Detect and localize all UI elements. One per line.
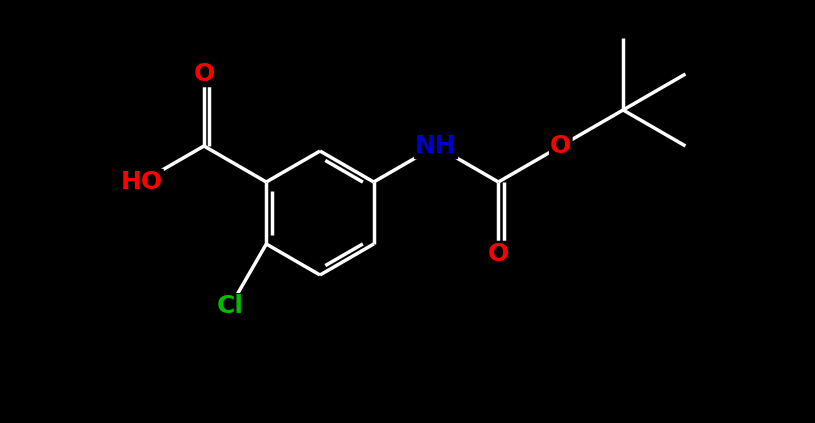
Text: HO: HO <box>121 170 163 194</box>
Text: O: O <box>550 134 571 158</box>
Text: O: O <box>487 242 509 266</box>
Text: Cl: Cl <box>217 294 244 319</box>
Text: NH: NH <box>415 134 457 158</box>
Text: O: O <box>193 62 214 86</box>
